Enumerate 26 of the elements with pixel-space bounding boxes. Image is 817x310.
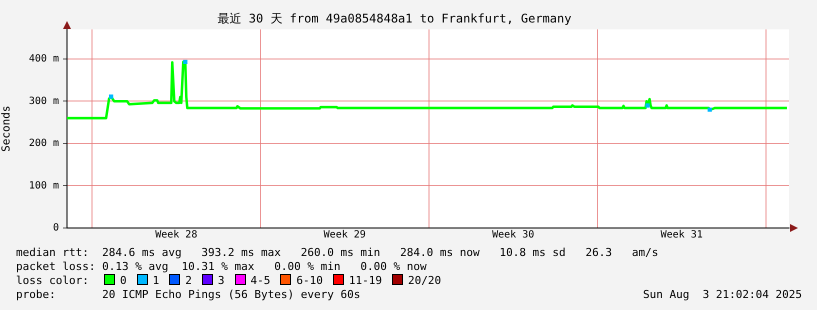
y-axis-title: Seconds: [0, 106, 12, 152]
y-tick-label: 100 m: [28, 180, 59, 192]
chart-title: 最近 30 天 from 49a0854848a1 to Frankfurt, Germany: [218, 11, 572, 26]
x-tick-label: Week 29: [324, 230, 366, 241]
legend-title: loss color:: [16, 274, 90, 288]
y-tick-label: 300 m: [28, 96, 59, 107]
x-tick-label: Week 31: [660, 230, 703, 241]
y-tick-label: 200 m: [28, 138, 59, 150]
legend-label: 4-5: [250, 274, 270, 288]
text: probe: 20 ICMP Echo Pings (56 Bytes) every 60s: [16, 288, 360, 302]
legend-label: 6-10: [296, 274, 323, 288]
point: [708, 108, 712, 112]
legend-label: 0: [120, 274, 127, 288]
y-tick-label: 400 m: [28, 54, 59, 65]
legend-label: 11-19: [348, 274, 382, 288]
text: packet loss: 0.13 % avg 10.31 % max 0.00 % min 0.00 % now: [16, 260, 427, 274]
legend-label: 3: [218, 274, 224, 288]
text: median rtt: 284.6 ms avg 393.2 ms max 260.0 ms min 284.0 ms now 10.8 ms sd 26.3 am/s: [16, 246, 658, 260]
point: [183, 60, 188, 64]
y-tick-label: 0: [52, 222, 59, 234]
legend-label: 1: [152, 274, 160, 288]
legend-label: 2: [185, 274, 192, 288]
text: Sun Aug 3 21:02:04 2025: [643, 288, 802, 302]
x-tick-label: Week 28: [155, 230, 198, 241]
x-tick-label: Week 30: [492, 230, 534, 241]
legend-label: 20/20: [408, 274, 442, 288]
